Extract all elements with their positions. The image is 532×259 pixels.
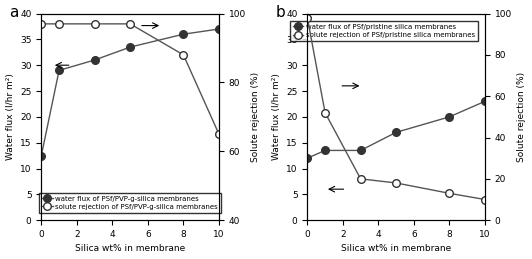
Legend: water flux of PSf/pristine silica membranes, solute rejection of PSf/pristine si: water flux of PSf/pristine silica membra… [290, 21, 478, 41]
solute rejection of PSf/pristine silica membranes [446, 192, 453, 195]
water flux of PSf/pristine silica membranes [446, 115, 453, 118]
X-axis label: Silica wt% in membrane: Silica wt% in membrane [75, 244, 185, 254]
water flux of PSf/PVP-g-silica membranes [38, 154, 45, 157]
water flux of PSf/PVP-g-silica membranes [215, 27, 222, 31]
solute rejection of PSf/pristine silica membranes [481, 198, 488, 201]
water flux of PSf/pristine silica membranes [304, 157, 311, 160]
Legend: water flux of PSf/PVP-g-silica membranes, solute rejection of PSf/PVP-g-silica m: water flux of PSf/PVP-g-silica membranes… [39, 193, 221, 213]
Line: water flux of PSf/PVP-g-silica membranes: water flux of PSf/PVP-g-silica membranes [38, 25, 223, 159]
solute rejection of PSf/pristine silica membranes [322, 111, 328, 114]
Line: solute rejection of PSf/PVP-g-silica membranes: solute rejection of PSf/PVP-g-silica mem… [38, 20, 223, 138]
water flux of PSf/pristine silica membranes [393, 131, 400, 134]
Text: b: b [276, 5, 285, 20]
solute rejection of PSf/PVP-g-silica membranes [92, 22, 98, 25]
Line: solute rejection of PSf/pristine silica membranes: solute rejection of PSf/pristine silica … [304, 14, 489, 203]
solute rejection of PSf/PVP-g-silica membranes [127, 22, 134, 25]
solute rejection of PSf/pristine silica membranes [304, 16, 311, 19]
solute rejection of PSf/PVP-g-silica membranes [215, 133, 222, 136]
water flux of PSf/PVP-g-silica membranes [127, 46, 134, 49]
solute rejection of PSf/PVP-g-silica membranes [180, 53, 187, 56]
Y-axis label: Solute rejection (%): Solute rejection (%) [518, 72, 527, 162]
X-axis label: Silica wt% in membrane: Silica wt% in membrane [341, 244, 451, 254]
water flux of PSf/pristine silica membranes [481, 100, 488, 103]
solute rejection of PSf/PVP-g-silica membranes [38, 22, 45, 25]
Y-axis label: Water flux (l/hr m²): Water flux (l/hr m²) [5, 73, 14, 160]
water flux of PSf/pristine silica membranes [358, 149, 364, 152]
solute rejection of PSf/pristine silica membranes [358, 177, 364, 181]
water flux of PSf/PVP-g-silica membranes [92, 59, 98, 62]
solute rejection of PSf/pristine silica membranes [393, 181, 400, 184]
water flux of PSf/PVP-g-silica membranes [180, 33, 187, 36]
water flux of PSf/pristine silica membranes [322, 149, 328, 152]
Text: a: a [10, 5, 19, 20]
Line: water flux of PSf/pristine silica membranes: water flux of PSf/pristine silica membra… [304, 98, 489, 162]
Y-axis label: Water flux (l/hr m²): Water flux (l/hr m²) [271, 73, 280, 160]
Y-axis label: Solute rejection (%): Solute rejection (%) [252, 72, 261, 162]
solute rejection of PSf/PVP-g-silica membranes [56, 22, 62, 25]
water flux of PSf/PVP-g-silica membranes [56, 69, 62, 72]
